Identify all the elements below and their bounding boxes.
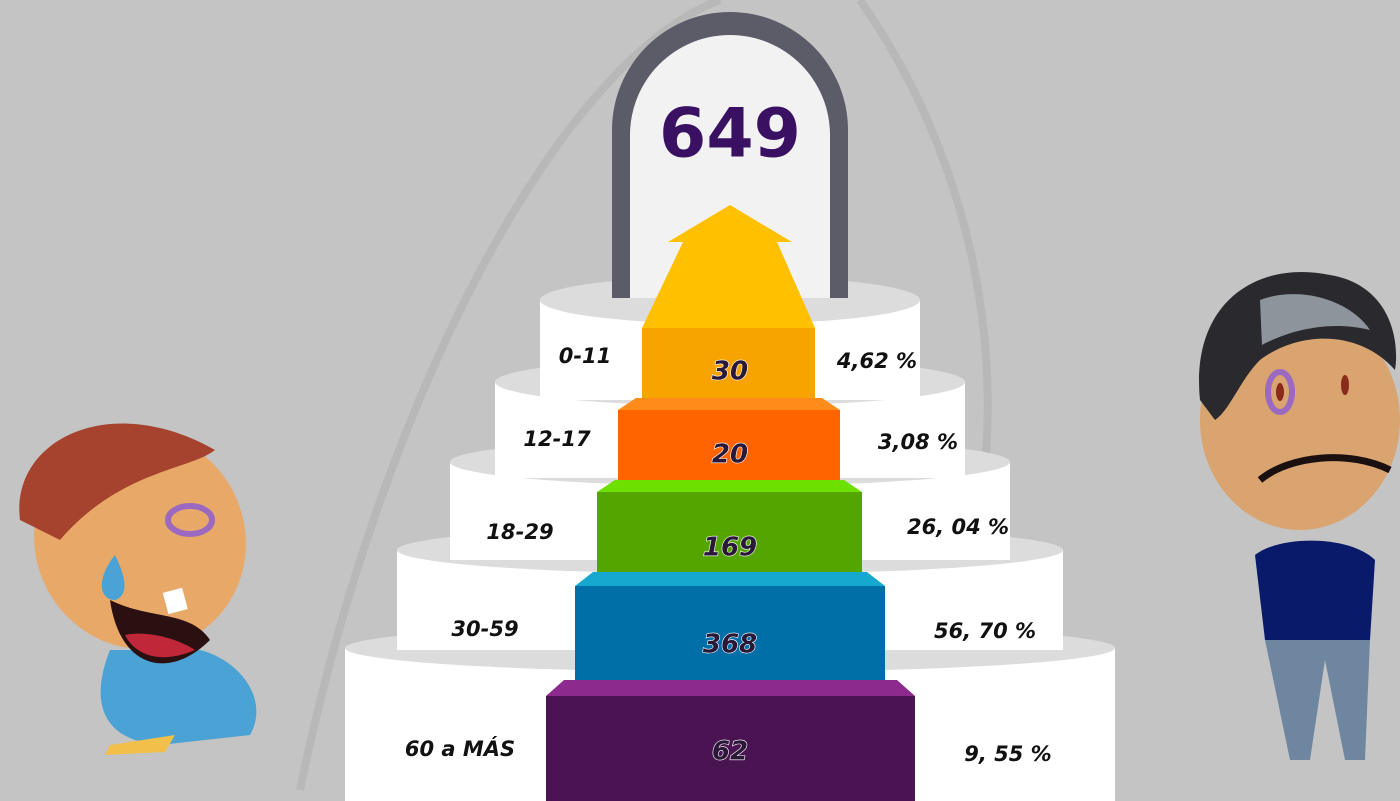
count: 30: [712, 357, 748, 387]
age-label: 0-11: [559, 344, 612, 368]
arrow: [642, 205, 815, 328]
percent: 9, 55 %: [964, 742, 1051, 766]
step-top: [618, 398, 840, 410]
percent: 26, 04 %: [907, 515, 1009, 539]
sad-man: [1199, 271, 1400, 760]
step: [575, 586, 885, 682]
percent: 56, 70 %: [934, 619, 1036, 643]
crying-baby: [19, 423, 257, 755]
count: 62: [712, 737, 748, 767]
count: 368: [703, 630, 757, 660]
tombstone: [630, 35, 830, 298]
step: [642, 328, 815, 398]
percent: 3,08 %: [878, 430, 958, 454]
count: 169: [703, 533, 757, 563]
age-label: 60 a MÁS: [405, 736, 515, 761]
step-top: [546, 680, 915, 696]
age-label: 12-17: [523, 427, 591, 451]
age-label: 30-59: [451, 617, 518, 641]
count: 20: [712, 440, 748, 470]
bg-swirl: [296, 0, 722, 791]
labels: 0-11 30 4,62 % 12-17 20 3,08 % 18-29 169 26, 04 …: [405, 344, 1052, 767]
step: [597, 492, 862, 572]
step-top: [597, 480, 862, 492]
step: [546, 696, 915, 801]
total: 649: [659, 95, 801, 174]
age-label: 18-29: [486, 520, 553, 544]
step: [618, 410, 840, 480]
step-top: [575, 572, 885, 586]
percent: 4,62 %: [836, 349, 917, 373]
steps: [546, 328, 915, 801]
